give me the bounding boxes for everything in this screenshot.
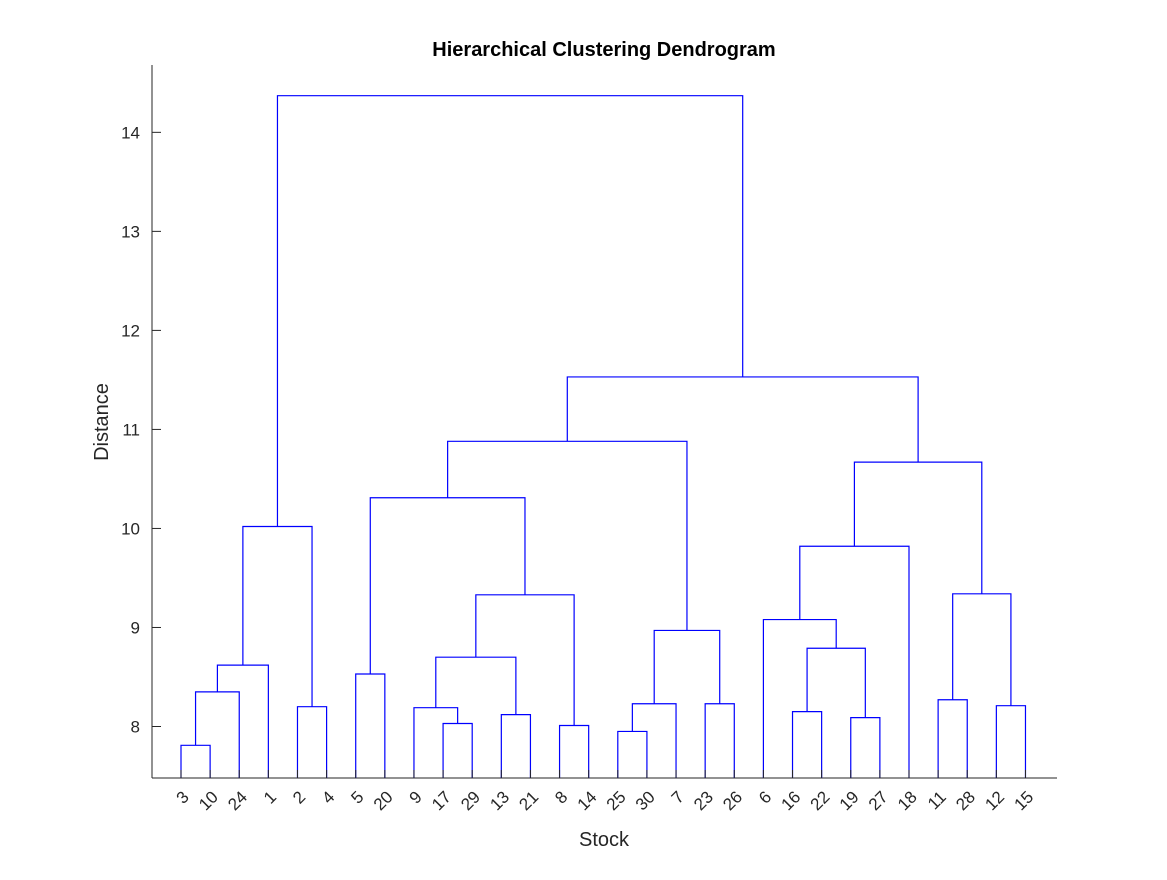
dendrogram-link — [180, 744, 211, 778]
leaf-label: 15 — [1010, 787, 1037, 814]
y-axis-label: Distance — [91, 383, 113, 461]
dendrogram-link — [799, 545, 910, 778]
dendrogram-link — [413, 707, 459, 778]
leaf-label: 6 — [755, 787, 775, 807]
leaf-label: 28 — [952, 787, 979, 814]
dendrogram-link — [558, 724, 590, 778]
chart-title: Hierarchical Clustering Dendrogram — [432, 39, 775, 61]
y-tick-label: 14 — [121, 123, 140, 142]
dendrogram-link — [355, 673, 386, 778]
dendrogram-link — [806, 647, 866, 718]
dendrogram-link — [442, 722, 473, 778]
dendrogram-link — [937, 699, 968, 778]
leaf-label: 26 — [719, 787, 746, 814]
dendrogram-link — [369, 497, 526, 675]
leaf-label: 24 — [224, 787, 251, 814]
leaf-label: 19 — [836, 787, 863, 814]
dendrogram-link — [704, 703, 735, 778]
y-tick-label: 8 — [131, 718, 140, 737]
leaf-label: 17 — [428, 787, 455, 814]
dendrogram-link — [853, 461, 983, 594]
dendrogram-link — [242, 525, 313, 707]
x-axis-label: Stock — [579, 829, 630, 851]
dendrogram-link — [296, 706, 328, 778]
dendrogram-links — [180, 95, 1027, 778]
y-tick-label: 9 — [131, 618, 140, 637]
y-tick-label: 12 — [121, 321, 140, 340]
leaf-label: 21 — [515, 787, 542, 814]
dendrogram-link — [194, 691, 240, 778]
dendrogram-link — [500, 714, 532, 778]
dendrogram-link — [566, 376, 919, 463]
leaf-label: 29 — [457, 787, 484, 814]
dendrogram-link — [617, 730, 648, 778]
dendrogram-link — [631, 703, 677, 778]
dendrogram-link — [276, 95, 744, 527]
leaf-label: 3 — [173, 787, 193, 807]
leaf-label: 22 — [807, 787, 834, 814]
leaf-label: 11 — [924, 787, 950, 813]
leaf-label: 13 — [486, 787, 513, 814]
dendrogram-link — [762, 618, 837, 778]
y-tick-label: 11 — [122, 420, 140, 439]
leaf-label: 23 — [690, 787, 717, 814]
leaf-label: 18 — [894, 787, 921, 814]
dendrogram-link — [995, 705, 1027, 778]
leaf-labels: 3 10 24 1 2 4 5 20 9 17 29 13 21 8 14 25 30 7 23 26 6 16 22 19 2… — [173, 770, 1037, 814]
dendrogram-link — [475, 594, 575, 726]
dendrogram-link — [447, 440, 688, 631]
leaf-label: 20 — [370, 787, 397, 814]
leaf-label: 4 — [318, 787, 338, 807]
leaf-label: 10 — [195, 787, 222, 814]
leaf-label: 7 — [668, 787, 688, 807]
y-tick-label: 13 — [121, 222, 140, 241]
leaf-label: 25 — [603, 787, 630, 814]
leaf-label: 5 — [347, 787, 367, 807]
leaf-label: 9 — [406, 787, 426, 807]
leaf-label: 12 — [981, 787, 1008, 814]
dendrogram-link — [216, 664, 269, 778]
axes: 8 9 10 11 12 13 14 — [121, 65, 1057, 779]
dendrogram-link — [952, 593, 1012, 706]
leaf-label: 1 — [260, 787, 280, 807]
leaf-label: 8 — [551, 787, 571, 807]
dendrogram-link — [435, 656, 517, 715]
dendrogram-link — [791, 711, 823, 778]
dendrogram-link — [850, 716, 881, 778]
dendrogram-link — [653, 629, 721, 704]
leaf-label: 16 — [778, 787, 805, 814]
leaf-label: 2 — [289, 787, 309, 807]
y-tick-label: 10 — [121, 519, 140, 538]
leaf-label: 14 — [574, 787, 601, 814]
leaf-label: 30 — [632, 787, 659, 814]
leaf-label: 27 — [865, 787, 892, 814]
